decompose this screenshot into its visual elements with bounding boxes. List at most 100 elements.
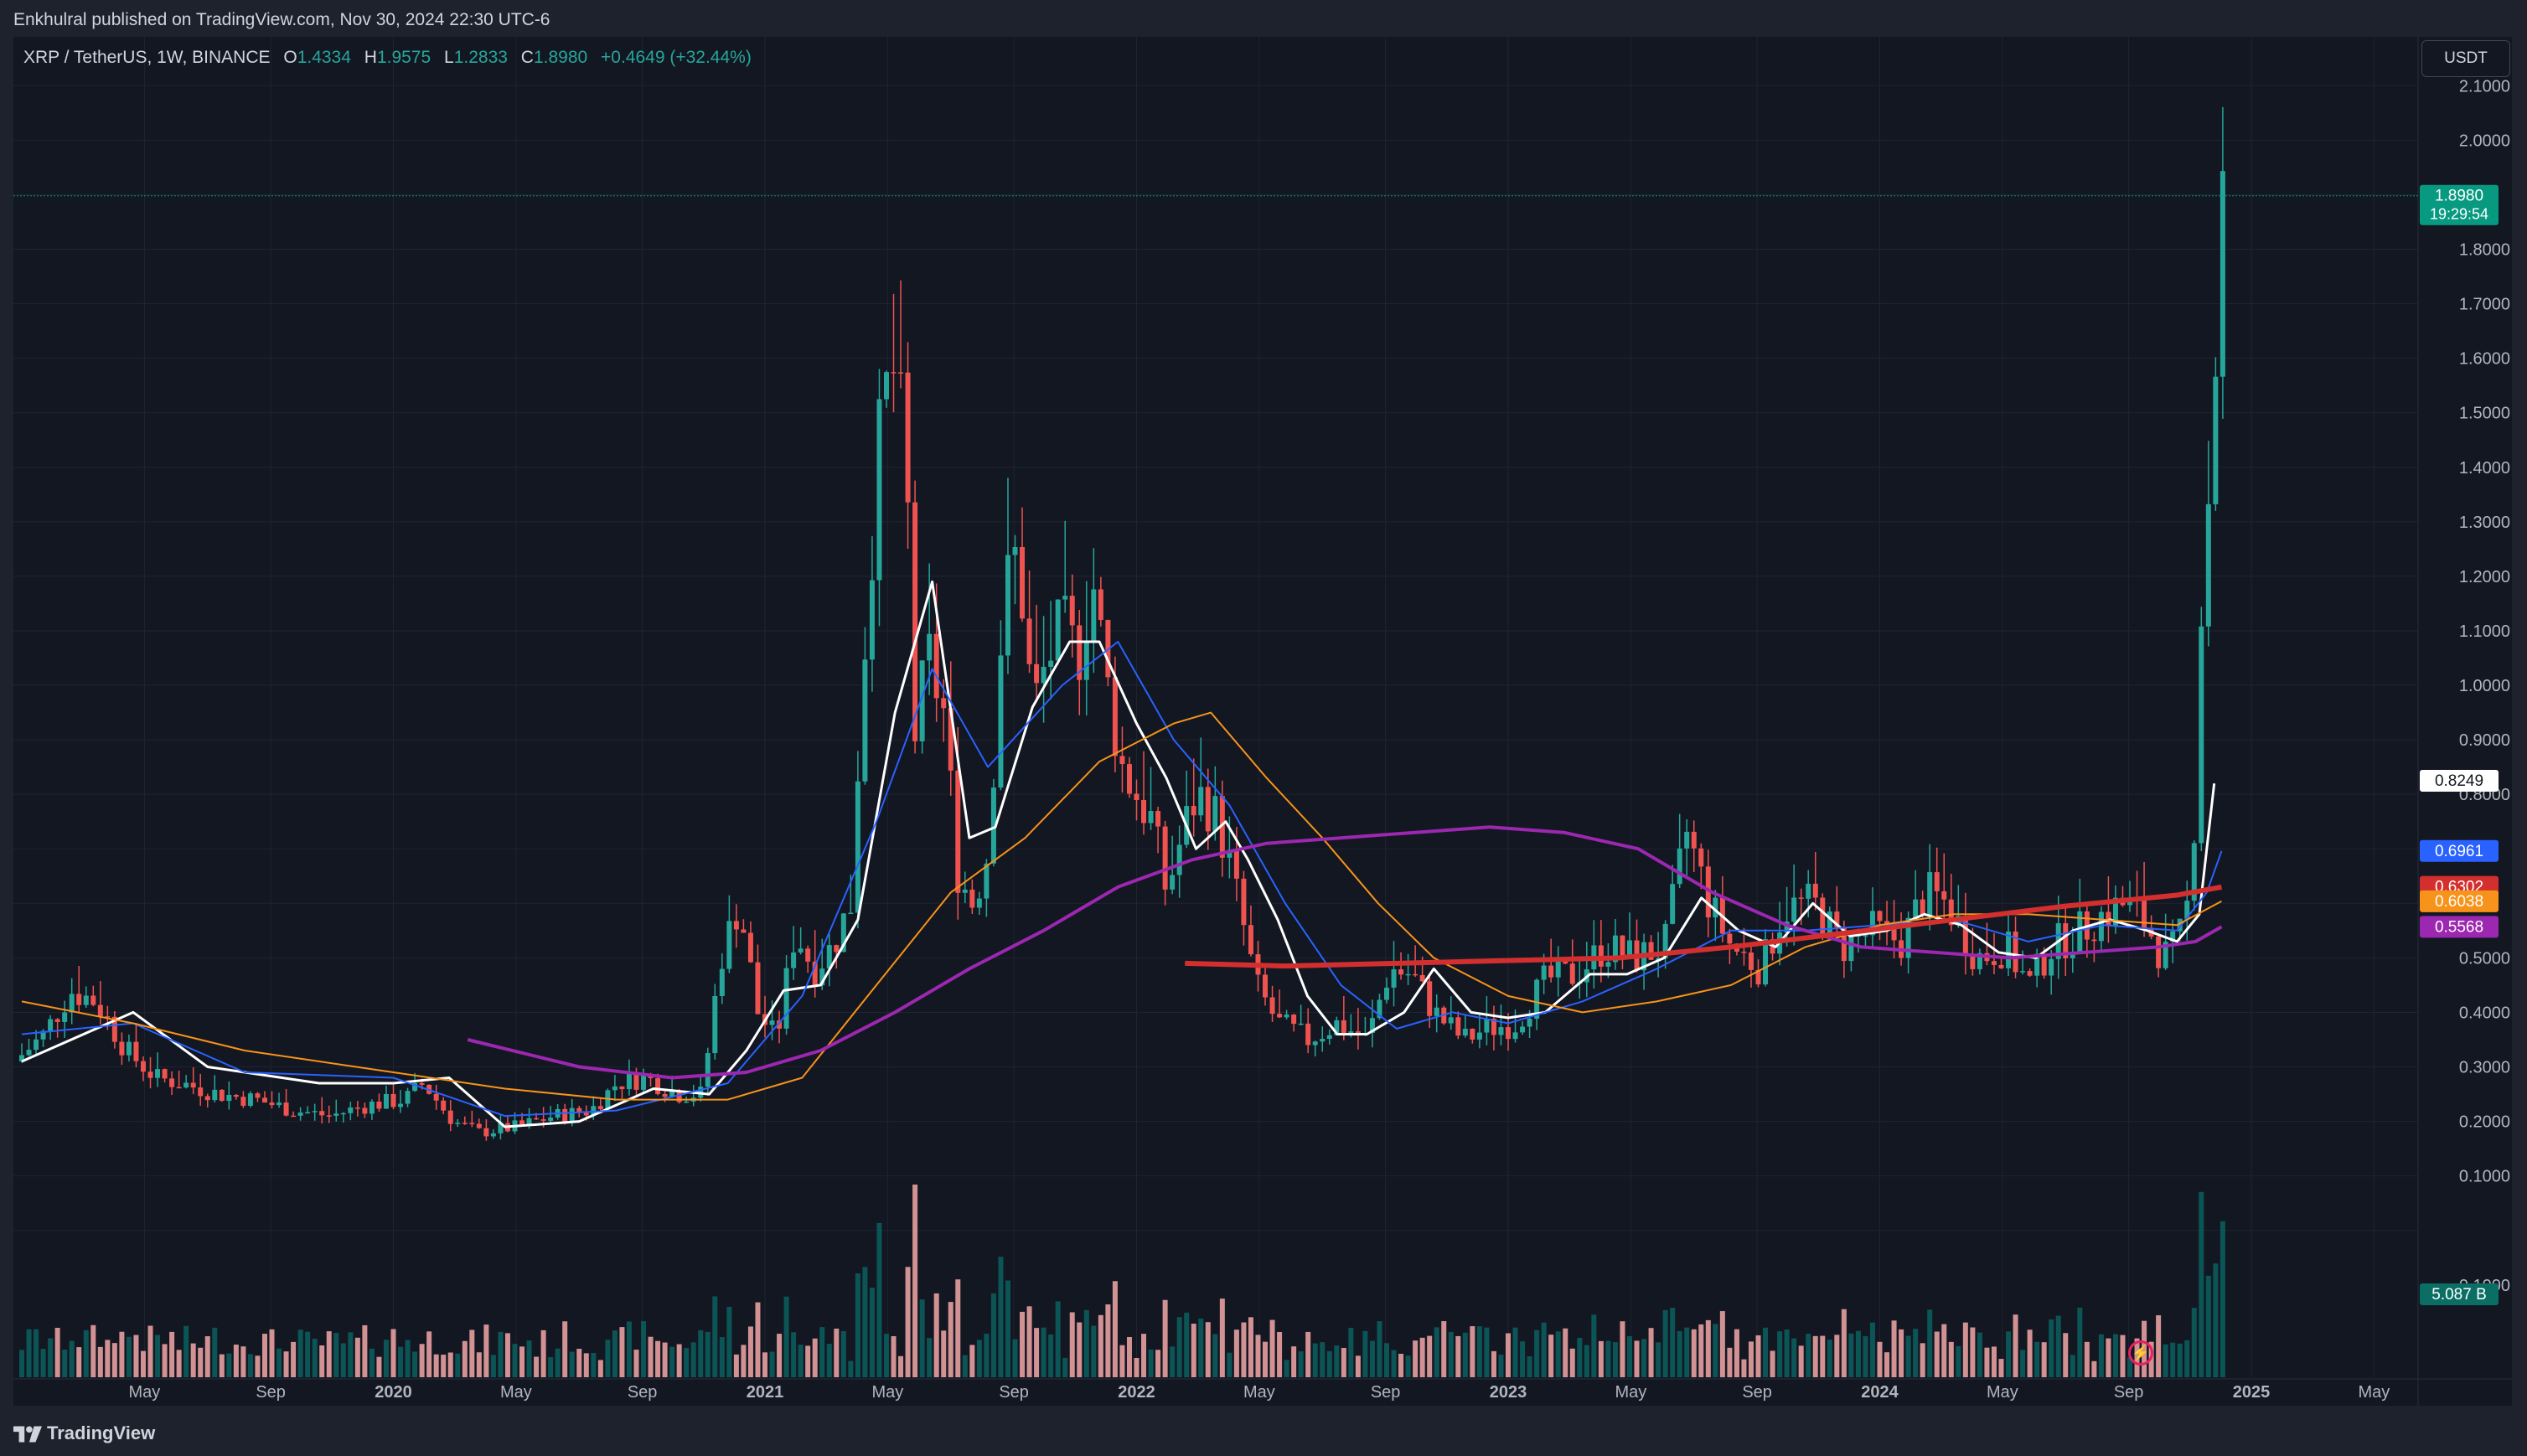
volume-bar [733, 1354, 739, 1377]
candle-body [212, 1089, 218, 1101]
volume-bar [483, 1324, 489, 1377]
volume-bar [1634, 1340, 1640, 1377]
candle-body [111, 1016, 117, 1042]
candle-body [97, 1004, 103, 1017]
candle-body [398, 1103, 404, 1107]
candle-body [1284, 1015, 1289, 1018]
volume-bar [612, 1330, 618, 1377]
flash-icon[interactable]: ⚡ [2128, 1340, 2153, 1366]
currency-button[interactable]: USDT [2421, 40, 2510, 77]
volume-bar [1563, 1328, 1568, 1377]
time-tick-label: Sep [1371, 1383, 1401, 1402]
volume-bar [111, 1343, 117, 1377]
candle-body [183, 1082, 189, 1088]
candle-body [1677, 848, 1682, 885]
volume-bar [2034, 1341, 2040, 1377]
volume-bar [69, 1340, 75, 1377]
volume-bar [2120, 1335, 2126, 1377]
candle-body [591, 1106, 597, 1116]
candle-body [1091, 589, 1097, 642]
price-tick-label: 0.3000 [2459, 1059, 2510, 1077]
candle-body [362, 1107, 368, 1114]
volume-bar [469, 1330, 475, 1377]
volume-bar [1112, 1281, 1118, 1377]
chart-pane[interactable]: 2.1000 2.0000 1.8000 1.7000 1.6000 1.5000 1.40… [13, 37, 2512, 1406]
candle-body [869, 580, 875, 660]
volume-bar [119, 1331, 125, 1377]
volume-bar [362, 1324, 368, 1377]
candle-body [826, 945, 832, 969]
candle-body [876, 399, 882, 581]
candle-body [1620, 935, 1625, 957]
volume-bar [1998, 1359, 2004, 1377]
candle-body [283, 1102, 289, 1116]
candle-body [2063, 923, 2069, 958]
candle-body [1656, 958, 1661, 960]
volume-bar [126, 1336, 132, 1377]
candle-body [990, 787, 996, 864]
volume-bar [291, 1341, 297, 1377]
candle-body [1334, 1020, 1340, 1035]
volume-bar [1348, 1327, 1354, 1377]
volume-bar [1341, 1347, 1346, 1377]
candle-body [1391, 969, 1397, 988]
price-tick-label: 1.5000 [2459, 405, 2510, 423]
volume-bar [576, 1349, 582, 1377]
volume-bar [226, 1353, 232, 1377]
volume-bar [2063, 1333, 2069, 1377]
candle-body [733, 921, 739, 930]
time-tick-label: May [1987, 1383, 2018, 1402]
volume-bar [34, 1329, 39, 1377]
tradingview-logo[interactable]: TradingView [13, 1422, 155, 1444]
candle-body [105, 1016, 111, 1018]
price-tick-label: 0.2000 [2459, 1113, 2510, 1132]
candle-body [548, 1118, 554, 1121]
volume-bar [283, 1351, 289, 1377]
volume-bar [755, 1302, 761, 1377]
volume-bar [569, 1351, 575, 1377]
candle-body [348, 1107, 354, 1113]
candle-body [490, 1133, 496, 1137]
candle-body [2163, 942, 2168, 968]
candle-body [898, 372, 904, 374]
candle-body [1869, 911, 1875, 936]
volume-bar [927, 1338, 933, 1377]
candle-body [2049, 958, 2054, 976]
volume-bar [1698, 1324, 1704, 1377]
candle-body [2191, 843, 2197, 901]
volume-bar [1455, 1335, 1461, 1377]
volume-bar [798, 1345, 804, 1377]
price-label-text: 0.6038 [2435, 893, 2483, 911]
price-chart[interactable]: 2.1000 2.0000 1.8000 1.7000 1.6000 1.5000 1.40… [13, 37, 2512, 1406]
price-tick-label: 1.3000 [2459, 514, 2510, 532]
volume-bar [655, 1340, 661, 1377]
candle-body [34, 1039, 39, 1051]
volume-bar [48, 1338, 54, 1377]
volume-bar [1991, 1346, 1997, 1377]
volume-bar [1176, 1317, 1182, 1377]
volume-bar [1091, 1325, 1097, 1377]
volume-bar [1891, 1320, 1897, 1377]
volume-bar [1448, 1331, 1454, 1377]
volume-bar [398, 1346, 404, 1377]
volume-bar [1656, 1342, 1661, 1377]
candle-body [54, 1019, 60, 1022]
volume-bar [2098, 1334, 2104, 1377]
volume-bar [83, 1330, 89, 1377]
candle-body [354, 1107, 360, 1109]
volume-bar [504, 1333, 510, 1377]
volume-bar [1820, 1335, 1826, 1377]
volume-bar [1962, 1322, 1968, 1377]
candle-body [2184, 901, 2190, 919]
volume-bar [2177, 1343, 2183, 1377]
candle-body [633, 1073, 639, 1090]
volume-bar [62, 1349, 68, 1377]
volume-bar [348, 1332, 354, 1377]
candle-body [1398, 969, 1404, 975]
candle-body [1083, 641, 1089, 680]
price-label-badge [2420, 839, 2499, 862]
symbol-legend[interactable]: XRP / TetherUS, 1W, BINANCE O1.4334 H1.9… [23, 48, 752, 68]
candle-body [255, 1093, 261, 1098]
candle-body [2220, 171, 2225, 377]
candle-body [2091, 939, 2097, 942]
